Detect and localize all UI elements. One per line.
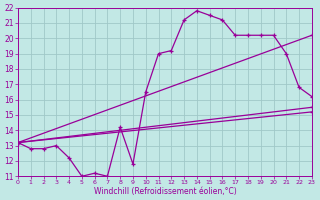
X-axis label: Windchill (Refroidissement éolien,°C): Windchill (Refroidissement éolien,°C)	[93, 187, 236, 196]
